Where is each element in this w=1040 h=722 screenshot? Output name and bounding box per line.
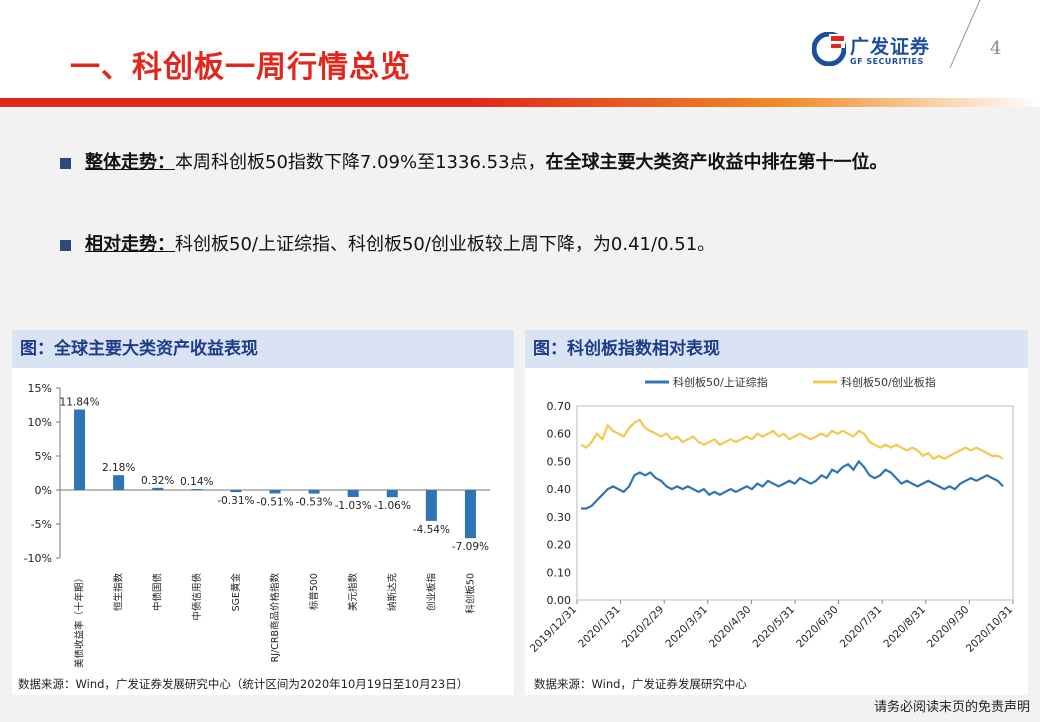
page-number: 4 xyxy=(990,38,1002,59)
x-category-label: 标普500 xyxy=(308,573,320,610)
bullet-heading: 整体走势： xyxy=(85,152,175,173)
x-tick-label: 2020/2/29 xyxy=(620,604,667,651)
x-category-label: 恒生指数 xyxy=(113,573,125,612)
bar-value-label: 11.84% xyxy=(60,396,100,408)
bar xyxy=(152,487,164,490)
x-tick-label: 2020/5/31 xyxy=(751,604,798,651)
x-category-label: 纳斯达克 xyxy=(386,573,398,612)
bar xyxy=(386,490,398,498)
panel-title: 图：科创板指数相对表现 xyxy=(525,330,1028,368)
y-tick-label: -5% xyxy=(31,518,52,531)
right-source-note: 数据来源：Wind，广发证券发展研究中心 xyxy=(534,677,747,691)
y-tick-label: 0.30 xyxy=(547,511,572,524)
series-line xyxy=(581,459,1004,510)
bar-value-label: -0.53% xyxy=(296,497,333,509)
logo-chinese-text: 广发证券 xyxy=(850,36,931,58)
y-tick-label: 0.20 xyxy=(547,539,572,552)
y-tick-label: 15% xyxy=(28,382,52,395)
x-tick-label: 2020/10/31 xyxy=(964,604,1015,655)
bar xyxy=(464,490,476,539)
x-tick-label: 2020/8/31 xyxy=(881,604,928,651)
gf-logo: 广发证券 GF SECURITIES xyxy=(812,30,952,74)
bar-value-label: 2.18% xyxy=(102,462,135,474)
left-source-note: 数据来源：Wind，广发证券发展研究中心（统计区间为2020年10月19日至10… xyxy=(18,677,469,691)
x-category-label: 中债信用债 xyxy=(191,573,203,621)
bar xyxy=(425,490,437,521)
x-category-label: SGE黄金 xyxy=(230,573,242,612)
relative-performance-line-chart: 0.70 0.60 0.50 0.40 0.30 0.20 0.10 0.002019/12/… xyxy=(528,375,1015,655)
x-tick-label: 2020/9/30 xyxy=(925,604,972,651)
x-tick-label: 2020/1/31 xyxy=(576,604,623,651)
y-tick-label: 0.10 xyxy=(547,566,572,579)
bar xyxy=(308,490,320,494)
bar xyxy=(191,489,203,491)
y-tick-label: 0.40 xyxy=(547,483,572,496)
bar-value-label: -1.06% xyxy=(374,500,411,512)
bar xyxy=(269,490,281,494)
x-category-label: 创业板指 xyxy=(425,573,437,612)
bar-value-label: -1.03% xyxy=(335,500,372,512)
x-tick-label: 2020/3/31 xyxy=(663,604,710,651)
bar xyxy=(113,475,125,490)
x-tick-label: 2020/6/30 xyxy=(794,604,841,651)
bar-value-label: -0.51% xyxy=(256,496,293,508)
series-line xyxy=(580,418,1004,461)
x-tick-label: 2019/12/31 xyxy=(528,604,579,655)
y-tick-label: 0.50 xyxy=(547,455,572,468)
bar-value-label: 0.32% xyxy=(141,475,174,487)
disclaimer-text: 请务必阅读末页的免责声明 xyxy=(873,700,1030,715)
y-tick-label: 10% xyxy=(28,416,52,429)
bullet-bold-text: 在全球主要大类资产收益中排在第十一位。 xyxy=(545,152,888,173)
x-category-label: RJ/CRB商品价格指数 xyxy=(269,573,281,663)
bullet-text: 本周科创板50指数下降7.09%至1336.53点， xyxy=(175,152,546,173)
bar-value-label: 0.14% xyxy=(180,476,213,488)
bar xyxy=(74,409,86,490)
bullet-square-icon xyxy=(60,240,71,251)
asset-returns-panel: 图：全球主要大类资产收益表现 15% 10% 5% 0% -5% -10% 11.84% 美债… xyxy=(12,330,514,695)
panel-title: 图：全球主要大类资产收益表现 xyxy=(12,330,514,368)
relative-performance-panel: 图：科创板指数相对表现 0.70 0.60 0.50 0.40 0.30 0.20 0.10… xyxy=(525,330,1028,695)
gf-logo-icon xyxy=(812,32,846,66)
header-banner xyxy=(0,98,1040,107)
y-tick-label: 0% xyxy=(35,484,52,497)
page-title: 一、科创板一周行情总览 xyxy=(70,50,411,85)
x-tick-label: 2020/4/30 xyxy=(707,604,754,651)
y-tick-label: -10% xyxy=(24,552,52,565)
asset-returns-bar-chart: 15% 10% 5% 0% -5% -10% 11.84% 美债收益率（十年期） 2.18% 恒生… xyxy=(24,382,490,668)
header-divider xyxy=(949,0,981,69)
x-tick-label: 2020/7/31 xyxy=(838,604,885,651)
bullet-text: 科创板50/上证综指、科创板50/创业板较上周下降，为0.41/0.51。 xyxy=(175,234,716,255)
bar-value-label: -0.31% xyxy=(217,495,254,507)
bullet-square-icon xyxy=(60,158,71,169)
bullet-heading: 相对走势： xyxy=(85,234,175,255)
x-category-label: 科创板50 xyxy=(464,573,476,614)
x-category-label: 中债国债 xyxy=(152,573,164,612)
logo-english-text: GF SECURITIES xyxy=(850,57,924,66)
bar xyxy=(347,490,359,498)
bar xyxy=(230,490,242,493)
y-tick-label: 0.60 xyxy=(547,428,572,441)
y-tick-label: 5% xyxy=(35,450,52,463)
bar-value-label: -7.09% xyxy=(452,541,489,553)
legend-label: 科创板50/创业板指 xyxy=(841,375,936,389)
x-category-label: 美元指数 xyxy=(347,573,359,612)
bar-value-label: -4.54% xyxy=(413,524,450,536)
y-tick-label: 0.70 xyxy=(547,400,572,413)
legend-label: 科创板50/上证综指 xyxy=(673,375,768,389)
x-category-label: 美债收益率（十年期） xyxy=(74,573,86,668)
y-tick-label: 0.00 xyxy=(547,594,572,607)
